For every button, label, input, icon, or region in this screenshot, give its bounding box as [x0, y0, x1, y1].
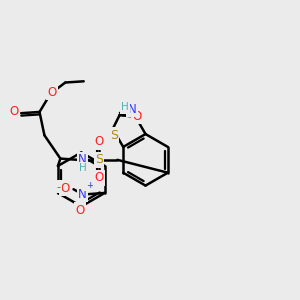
- Text: H: H: [121, 102, 129, 112]
- Text: O: O: [10, 106, 19, 118]
- Text: N: N: [78, 153, 87, 166]
- Text: S: S: [95, 153, 103, 166]
- Text: S: S: [110, 128, 118, 142]
- Text: N: N: [78, 188, 87, 201]
- Text: O: O: [94, 171, 104, 184]
- Text: -: -: [57, 182, 61, 192]
- Text: O: O: [60, 182, 69, 194]
- Text: O: O: [76, 204, 85, 217]
- Text: O: O: [94, 135, 104, 148]
- Text: +: +: [86, 181, 93, 190]
- Text: O: O: [47, 86, 56, 99]
- Text: N: N: [128, 103, 136, 116]
- Text: H: H: [79, 164, 86, 173]
- Text: O: O: [132, 110, 141, 123]
